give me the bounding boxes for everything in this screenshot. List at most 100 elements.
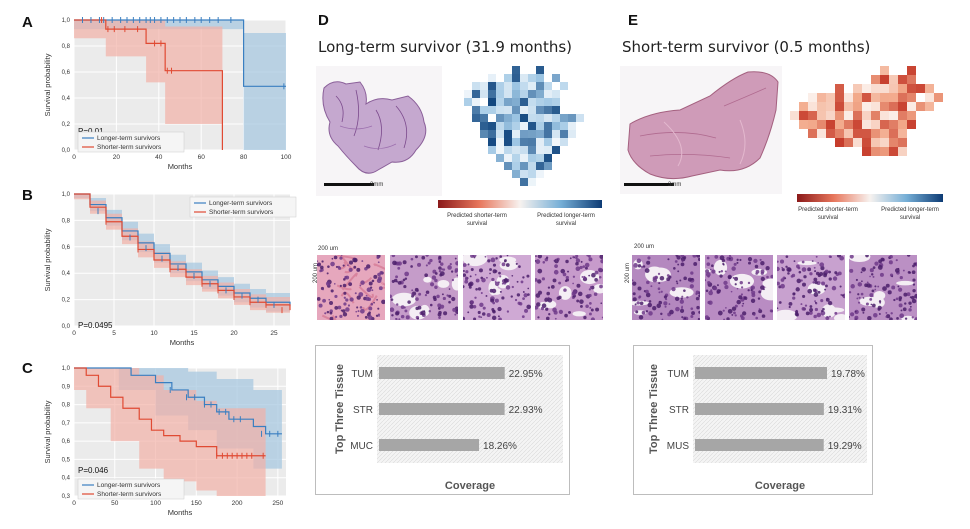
nucleus bbox=[877, 285, 880, 288]
heatmap-cell bbox=[504, 98, 512, 106]
heatmap-cell bbox=[528, 138, 536, 146]
heatmap-cell bbox=[520, 130, 528, 138]
nucleus bbox=[911, 270, 916, 275]
nucleus bbox=[815, 255, 818, 258]
nucleus bbox=[454, 313, 457, 316]
heatmap-cell bbox=[907, 84, 916, 93]
nucleus bbox=[632, 292, 636, 296]
heatmap-cell bbox=[871, 129, 880, 138]
nucleus bbox=[706, 256, 710, 260]
panel-letter-c: C bbox=[22, 360, 33, 377]
nucleus bbox=[708, 290, 713, 296]
micrograph-svg bbox=[848, 251, 919, 322]
nucleus bbox=[370, 302, 374, 306]
nucleus bbox=[482, 312, 486, 316]
wsi-short-term bbox=[620, 66, 782, 194]
nucleus bbox=[392, 260, 397, 266]
coverage-bar bbox=[695, 403, 824, 415]
km-line-shorter bbox=[74, 19, 223, 150]
nucleus bbox=[492, 289, 494, 292]
nucleus bbox=[839, 255, 845, 261]
heatmap-cell bbox=[552, 138, 560, 146]
nucleus bbox=[588, 274, 591, 277]
nucleus bbox=[396, 303, 399, 306]
nucleus bbox=[692, 253, 697, 258]
heatmap-cell bbox=[880, 111, 889, 120]
heatmap-cell bbox=[853, 93, 862, 102]
nucleus bbox=[679, 299, 684, 304]
nucleus bbox=[668, 303, 671, 305]
heatmap-cell bbox=[568, 130, 576, 138]
nucleus bbox=[836, 253, 842, 258]
nucleus bbox=[503, 278, 509, 283]
nucleus bbox=[825, 284, 828, 288]
heatmap-cell bbox=[817, 120, 826, 129]
heatmap-cell bbox=[512, 130, 520, 138]
nucleus bbox=[680, 297, 683, 300]
heatmap-cell bbox=[520, 146, 528, 154]
heatmap-cell bbox=[889, 129, 898, 138]
nucleus bbox=[804, 304, 808, 307]
km-legend-label-shorter: Shorter-term survivors bbox=[209, 209, 274, 216]
nucleus bbox=[854, 309, 859, 315]
nucleus bbox=[554, 264, 558, 268]
nucleus bbox=[877, 307, 881, 311]
km-ytick-label: 0,9 bbox=[62, 384, 71, 390]
nucleus bbox=[899, 313, 905, 319]
nucleus bbox=[689, 284, 694, 289]
nucleus bbox=[807, 267, 812, 272]
nucleus bbox=[813, 314, 817, 319]
heatmap-cell bbox=[844, 138, 853, 147]
nucleus bbox=[556, 296, 561, 300]
nucleus bbox=[860, 271, 863, 274]
heatmap-cell bbox=[880, 66, 889, 75]
nucleus bbox=[537, 316, 540, 319]
nucleus bbox=[322, 288, 324, 291]
nucleus bbox=[898, 303, 903, 308]
nucleus bbox=[495, 257, 498, 260]
heatmap-cell bbox=[472, 114, 480, 122]
nucleus bbox=[480, 292, 483, 295]
micro-short-1 bbox=[628, 253, 702, 321]
nucleus bbox=[371, 289, 374, 292]
nucleus bbox=[520, 280, 524, 284]
nucleus bbox=[375, 314, 379, 317]
heatmap-cell bbox=[560, 114, 568, 122]
nucleus bbox=[869, 275, 871, 278]
nucleus bbox=[397, 266, 401, 270]
nucleus bbox=[647, 256, 651, 260]
nucleus bbox=[721, 258, 726, 263]
heatmap-cell bbox=[871, 93, 880, 102]
nucleus bbox=[515, 262, 518, 265]
heatmap-cell bbox=[898, 93, 907, 102]
nucleus bbox=[646, 280, 650, 285]
nucleus bbox=[895, 297, 899, 301]
heatmap-cell bbox=[552, 90, 560, 98]
heatmap-cell bbox=[799, 111, 808, 120]
nucleus bbox=[760, 276, 765, 282]
nucleus bbox=[785, 265, 788, 268]
nucleus bbox=[683, 276, 687, 281]
nucleus bbox=[637, 264, 642, 268]
nucleus bbox=[378, 286, 383, 291]
nucleus bbox=[758, 308, 761, 310]
km-legend-label-longer: Longer-term survivors bbox=[97, 135, 161, 142]
nucleus bbox=[753, 313, 756, 316]
nucleus bbox=[600, 302, 603, 305]
nucleus bbox=[318, 303, 323, 308]
nucleus bbox=[340, 254, 343, 256]
nucleus bbox=[809, 307, 814, 312]
nucleus bbox=[814, 301, 817, 304]
heatmap-cell bbox=[889, 111, 898, 120]
micro-long-3 bbox=[461, 250, 531, 322]
nucleus bbox=[691, 277, 694, 281]
nucleus bbox=[633, 263, 638, 268]
nucleus bbox=[663, 301, 668, 306]
heatmap-cell bbox=[536, 170, 544, 178]
heatmap-cell bbox=[536, 130, 544, 138]
nucleus bbox=[874, 285, 877, 288]
nucleus bbox=[577, 291, 583, 297]
km-legend-label-shorter: Shorter-term survivors bbox=[97, 491, 162, 498]
nucleus bbox=[371, 279, 375, 283]
nucleus bbox=[686, 296, 689, 299]
